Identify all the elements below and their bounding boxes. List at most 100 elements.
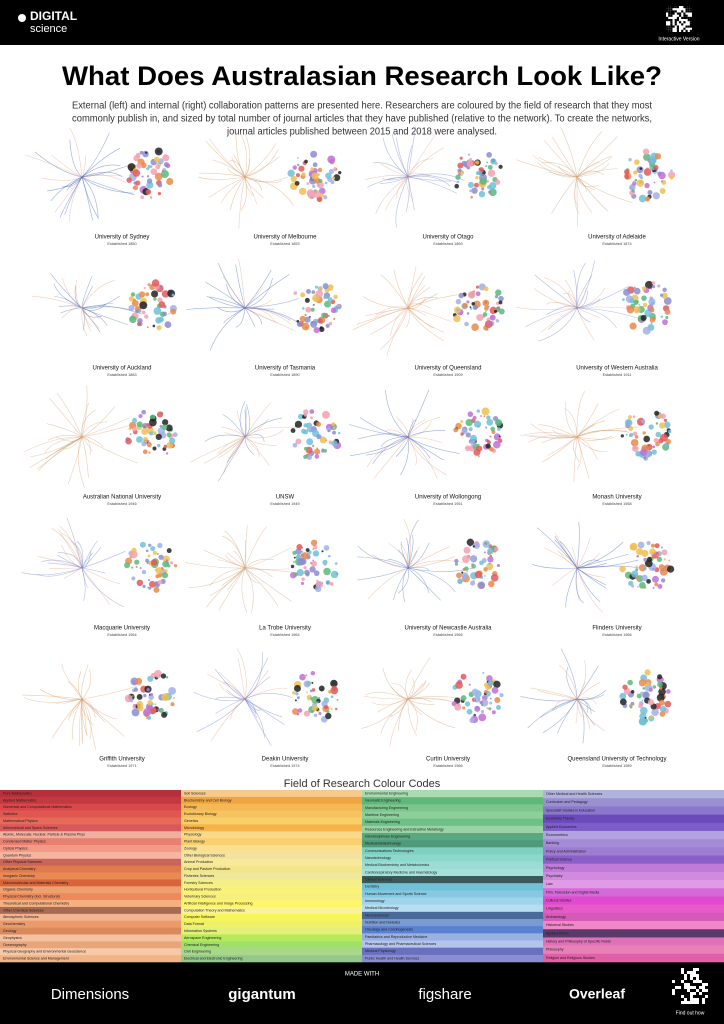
legend-label: Macromolecular and Materials Chemistry [3, 881, 69, 885]
qr-cell [676, 29, 679, 32]
legend-label: Computer Software [184, 915, 215, 919]
collab-edge [81, 279, 116, 309]
qr-cell [689, 29, 692, 32]
researcher-node [165, 163, 171, 169]
qr-cell [674, 6, 677, 9]
qr-cell [674, 21, 677, 24]
collab-edge [81, 417, 130, 438]
collab-edge [227, 552, 246, 569]
researcher-node [150, 559, 158, 566]
researcher-node [142, 584, 146, 589]
collab-edge [559, 665, 578, 700]
researcher-node [486, 562, 494, 571]
collab-edge [565, 567, 578, 608]
legend-swatch [0, 913, 181, 922]
university-name: University of Otago [422, 235, 474, 241]
legend-swatch [181, 858, 362, 866]
researcher-node [652, 445, 656, 449]
researcher-node [486, 675, 493, 682]
researcher-node [496, 563, 500, 568]
researcher-node [487, 164, 493, 170]
researcher-node [485, 426, 488, 429]
legend-label: Specialist Studies in Education [546, 808, 595, 812]
collab-edge [382, 176, 409, 181]
researcher-node [135, 677, 143, 685]
qr-cell [674, 10, 677, 13]
researcher-node [338, 170, 342, 175]
collab-edge [576, 559, 639, 569]
researcher-node [472, 415, 477, 420]
researcher-node [156, 552, 159, 556]
researcher-node [637, 541, 645, 549]
researcher-node [318, 711, 322, 715]
legend-swatch [181, 817, 362, 825]
collab-edge [244, 652, 263, 700]
legend-swatch [543, 790, 724, 799]
researcher-node [148, 694, 154, 700]
collab-edge [385, 429, 409, 438]
researcher-node [128, 305, 135, 312]
researcher-node [142, 436, 149, 443]
collab-edge [223, 681, 246, 700]
legend-swatch [362, 933, 543, 941]
researcher-node [632, 415, 636, 418]
researcher-node [165, 452, 169, 455]
collab-edge [244, 429, 284, 439]
collab-edge [81, 551, 126, 569]
collab-edge [24, 436, 83, 452]
collab-edge [244, 567, 292, 602]
researcher-node [157, 443, 161, 448]
researcher-node [634, 159, 640, 165]
researcher-node [149, 418, 157, 427]
collab-edge [244, 307, 303, 326]
collab-edge [81, 421, 108, 438]
researcher-node [169, 561, 173, 565]
legend-swatch [0, 865, 181, 873]
qr-cell [699, 968, 702, 971]
qr-cell [683, 14, 686, 17]
qr-cell [681, 23, 684, 26]
legend-label: Philosophy [546, 948, 564, 952]
researcher-node [498, 308, 505, 315]
network-graphic [185, 525, 339, 613]
researcher-node [166, 177, 174, 186]
collab-edge [357, 433, 409, 440]
qr-cell [699, 995, 702, 998]
qr-cell [666, 6, 669, 9]
collab-edge [576, 176, 633, 203]
collab-edge [407, 176, 451, 182]
legend-label: Crop and Pasture Production [184, 867, 230, 871]
established: Established 1966 [602, 633, 631, 637]
collab-edge [407, 176, 415, 211]
collab-edge [209, 296, 246, 309]
researcher-node [640, 448, 648, 456]
researcher-node [494, 551, 496, 554]
researcher-node [146, 175, 150, 178]
collab-edge [407, 303, 432, 309]
researcher-node [333, 317, 336, 320]
researcher-node [132, 298, 136, 302]
university-name: Flinders University [592, 626, 641, 632]
qr-cell [687, 974, 690, 977]
researcher-node [660, 293, 664, 297]
collab-edge [34, 151, 83, 178]
researcher-node [327, 429, 331, 433]
collab-edge [81, 307, 128, 326]
researcher-node [151, 290, 159, 298]
qr-cell [670, 8, 673, 11]
researcher-node [303, 566, 307, 570]
researcher-node [497, 427, 501, 431]
collab-edge [81, 176, 134, 194]
researcher-node [664, 565, 667, 569]
researcher-node [646, 578, 651, 584]
qr-cell [679, 12, 682, 15]
qr-cell [685, 29, 688, 32]
collab-edge [244, 567, 290, 570]
researcher-node [486, 415, 491, 420]
researcher-node [292, 708, 299, 715]
legend-label: Forestry Sciences [184, 881, 213, 885]
researcher-node [453, 427, 459, 433]
researcher-node [630, 701, 635, 706]
legend-label: Environmental Science and Management [3, 957, 69, 961]
researcher-node [148, 580, 156, 588]
